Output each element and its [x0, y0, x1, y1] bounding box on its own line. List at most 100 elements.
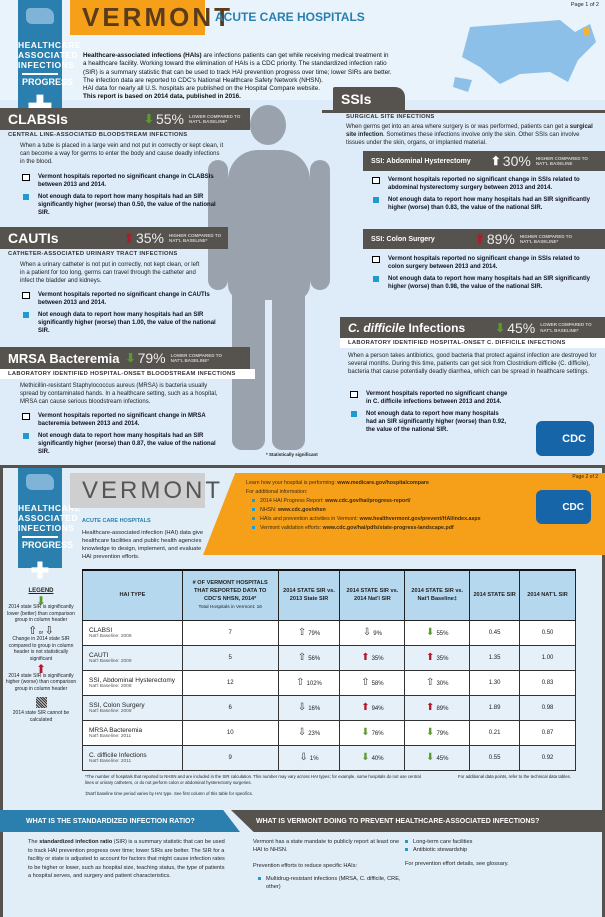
health-vermont-link[interactable]: www.healthvermont.gov/prevent/HAI/index.…	[359, 516, 481, 522]
hai-progress-logo: HEALTHCARE ASSOCIATED INFECTIONS PROGRES…	[18, 468, 80, 583]
nhsn-link[interactable]: www.cdc.gov/nhsn	[277, 507, 326, 513]
logo-line: ASSOCIATED	[18, 50, 79, 60]
ssi-colon-title: SSI: Colon Surgery	[371, 235, 435, 243]
logo-line: INFECTIONS	[18, 60, 75, 70]
footnote-baseline: ‡Nat'l baseline time period varies by HA…	[85, 791, 253, 796]
cdiff-compare: LOWER COMPARED TO NAT'L BASELINE*	[540, 322, 592, 333]
state-name: VERMONT	[82, 2, 233, 32]
hospitals-cell: 7	[181, 619, 279, 646]
human-body-illustration	[200, 105, 340, 450]
hai-type: C. difficile Infections	[89, 751, 147, 759]
logo-line: ASSOCIATED	[18, 513, 79, 523]
cdiff-title: Infections	[405, 320, 466, 335]
state-name: VERMONT	[82, 477, 223, 504]
item-text: Vermont hospitals reported no significan…	[388, 177, 580, 191]
logo-progress: PROGRESS	[22, 536, 73, 550]
validation-link[interactable]: www.cdc.gov/hai/pdfs/state-progress-land…	[322, 525, 454, 531]
us-map-icon	[26, 474, 54, 490]
cauti-item-change: Vermont hospitals reported no significan…	[0, 287, 240, 307]
vsbase-cell: ⬇ 45%	[404, 744, 471, 771]
vsbase-cell: ⬇ 79%	[404, 719, 471, 746]
percent-change: 55%	[436, 631, 449, 637]
us-map-icon	[26, 8, 54, 24]
hospital-compare-link[interactable]: www.medicare.gov/hospitalcompare	[337, 480, 429, 486]
state-sir-cell: 0.55	[469, 744, 521, 771]
total-hospitals-note: Total Hospitals in Vermont: 16	[198, 604, 262, 610]
arrow-up-red-icon: ⬆	[426, 702, 435, 713]
hospitals-cell: 12	[181, 669, 279, 696]
item-text: Vermont hospitals reported no significan…	[388, 256, 580, 270]
vsbase-cell: ⬆ 89%	[404, 694, 471, 721]
table-header-row: HAI TYPE # OF VERMONT HOSPITALS THAT REP…	[82, 569, 576, 621]
natl-sir-cell: 0.92	[519, 744, 576, 771]
arrow-down-outline-icon: ⇩	[297, 702, 307, 713]
checkbox-icon	[350, 391, 358, 398]
vsnat-cell: ⇧ 58%	[339, 669, 406, 696]
blue-square-icon	[23, 312, 29, 318]
percent-change: 9%	[373, 631, 382, 637]
table-row: MRSA Bacteremia Nat'l Baseline: 2011 10 ⇩ 23…	[82, 719, 576, 746]
legend-outline-arrows: ⇧ or ⇩	[5, 625, 77, 636]
legend-nochange: Change in 2014 state SIR compared to gro…	[8, 636, 74, 662]
col-hospitals: # OF VERMONT HOSPITALS THAT REPORTED DAT…	[181, 569, 279, 621]
ssi-abd-header: SSI: Abdominal Hysterectomy ⬆ 30% HIGHER CO…	[363, 151, 605, 171]
ssi-divider	[322, 110, 605, 113]
footnote-data-tables: For additional data points, refer to the…	[458, 774, 571, 779]
item-text: Not enough data to report how many hospi…	[366, 411, 507, 433]
state-banner: VERMONT	[70, 0, 230, 35]
arrow-down-green-icon: ⬇	[495, 320, 506, 335]
cdc-logo-text: CDC	[562, 501, 584, 513]
intro-line3: This report is based on 2014 data, publi…	[83, 93, 241, 101]
arrow-up-red-icon: ⬆	[35, 662, 47, 676]
percent-change: 35%	[371, 656, 384, 662]
arrow-down-green-icon: ⬇	[426, 727, 435, 738]
item-text: Not enough data to report how many hospi…	[38, 194, 216, 216]
percent-change: 102%	[306, 681, 322, 687]
progress-report-link[interactable]: www.cdc.gov/hai/progress-report/	[325, 498, 411, 504]
arrow-down-green-icon: ⬇	[125, 351, 136, 365]
state-sir-cell: 0.45	[469, 619, 521, 646]
arrow-down-green-icon: ⬇	[361, 727, 370, 738]
ssi-abd-item-change: Vermont hospitals reported no significan…	[372, 176, 597, 192]
state-sir-cell: 0.21	[469, 719, 521, 746]
percent-change: 56%	[308, 656, 321, 662]
ssi-desc-bold: surgical site infection	[346, 124, 593, 138]
clabsi-section: CLABSIs ⬇ 55% LOWER COMPARED TO NAT'L BASEL…	[0, 108, 300, 217]
hospitals-cell: 10	[181, 719, 279, 746]
logo-line: HEALTHCARE	[18, 40, 81, 50]
info-box: Learn how your hospital is performing: w…	[203, 473, 605, 555]
hai-type: CLABSI	[89, 626, 113, 634]
mrsa-pct: 79%	[137, 350, 166, 366]
intro-body: are infections patients can get while re…	[83, 52, 392, 84]
description: Healthcare-associated infection (HAI) da…	[82, 530, 204, 560]
baseline-year: Nat'l Baseline: 2008	[89, 633, 132, 639]
effort-item: Antibiotic stewardship	[405, 846, 595, 854]
ssi-desc: When germs get into an area where surger…	[346, 124, 570, 130]
blue-square-icon	[373, 197, 379, 203]
ssi-colon-items: Vermont hospitals reported no significan…	[372, 255, 597, 291]
page-label: Page 2 of 2	[572, 474, 598, 480]
cdiff-item-change: Vermont hospitals reported no significan…	[350, 390, 510, 406]
link-label: 2014 HAI Progress Report:	[260, 498, 326, 504]
ssi-abd-title: SSI: Abdominal Hysterectomy	[371, 157, 471, 165]
arrow-down-green-icon: ⬇	[361, 752, 370, 763]
percent-change: 79%	[308, 631, 321, 637]
cauti-title: CAUTIs	[8, 230, 59, 246]
arrow-down-green-icon: ⬇	[426, 627, 435, 638]
vs2013-cell: ⇩ 23%	[277, 719, 341, 746]
vsbase-cell: ⬆ 35%	[404, 644, 471, 671]
cauti-item-data: Not enough data to report how many hospi…	[0, 307, 240, 335]
mrsa-item-data: Not enough data to report how many hospi…	[0, 428, 240, 456]
state-banner: VERMONT	[70, 473, 220, 508]
cauti-pct: 35%	[135, 230, 164, 246]
mrsa-compare: LOWER COMPARED TO NAT'L BASELINE*	[170, 352, 222, 364]
hai-type: CAUTI	[89, 651, 109, 659]
vs2013-cell: ⇩ 16%	[277, 694, 341, 721]
mrsa-title: MRSA Bacteremia	[8, 350, 120, 366]
title: ACUTE CARE HOSPITALS	[215, 10, 365, 24]
natl-sir-cell: 0.50	[519, 619, 576, 646]
table-row: CLABSI Nat'l Baseline: 2008 7 ⇧ 79% ⇩ 9% ⬇ 55% 0.…	[82, 619, 576, 646]
item-text: Vermont hospitals reported no significan…	[38, 174, 214, 188]
arrow-up-outline-icon: ⇧	[426, 677, 435, 688]
cdiff-items: Vermont hospitals reported no significan…	[350, 390, 510, 434]
